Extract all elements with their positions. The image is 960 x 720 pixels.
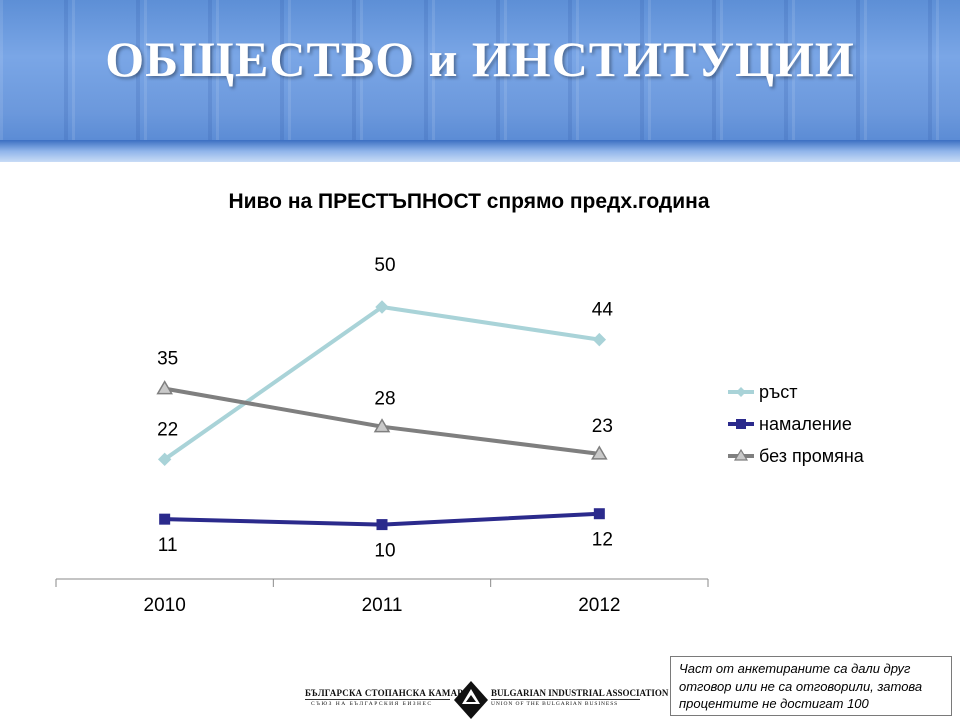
logo-emblem-icon (454, 681, 488, 719)
data-label: 12 (592, 530, 613, 551)
data-label: 50 (374, 255, 395, 276)
logo-rule-right (491, 699, 640, 700)
chart-title: Ниво на ПРЕСТЪПНОСТ спрямо предх.година (228, 190, 710, 213)
data-point-marker (157, 452, 172, 467)
x-tick-label-2011: 2011 (362, 595, 403, 616)
logo-rule-left (305, 699, 450, 700)
data-point-marker (375, 300, 389, 314)
data-point-marker (373, 418, 391, 433)
logo-text-en-bottom: UNION OF THE BULGARIAN BUSINESS (491, 701, 619, 707)
x-tick-label-2010: 2010 (144, 595, 186, 616)
legend-marker (736, 419, 746, 429)
data-label: 35 (157, 349, 178, 370)
data-label: 11 (158, 535, 178, 556)
data-label: 23 (592, 416, 613, 437)
legend-label: без промяна (759, 446, 865, 466)
banner-band (0, 140, 960, 162)
legend-label: намаление (759, 414, 852, 434)
data-label: 10 (374, 541, 395, 562)
title-banner (0, 0, 960, 162)
data-point-marker (376, 519, 388, 531)
data-label: 22 (157, 419, 178, 440)
data-point-marker (156, 380, 173, 395)
footnote-box: Част от анкетираните са дали друг отгово… (670, 656, 952, 716)
x-tick-label-2012: 2012 (578, 595, 620, 616)
data-label: 44 (592, 300, 614, 321)
logo-text-en-top: BULGARIAN INDUSTRIAL ASSOCIATION (491, 688, 669, 698)
footnote-text: Част от анкетираните са дали друг отгово… (679, 661, 923, 711)
bia-logo: БЪЛГАРСКА СТОПАНСКА КАМАРА СЪЮЗ НА БЪЛГА… (305, 680, 668, 720)
legend-label: ръст (759, 382, 798, 402)
data-point-marker (591, 445, 608, 460)
legend-marker (736, 387, 746, 397)
data-label: 28 (374, 389, 395, 410)
legend-marker (733, 448, 749, 461)
logo-text-bg-bottom: СЪЮЗ НА БЪЛГАРСКИЯ БИЗНЕС (311, 701, 433, 707)
data-point-marker (593, 508, 605, 520)
data-point-marker (159, 513, 171, 525)
data-point-marker (592, 332, 607, 347)
series-line-0 (163, 305, 600, 461)
slide-title: ОБЩЕСТВО и ИНСТИТУЦИИ (105, 31, 855, 87)
logo-text-bg-top: БЪЛГАРСКА СТОПАНСКА КАМАРА (305, 688, 469, 698)
